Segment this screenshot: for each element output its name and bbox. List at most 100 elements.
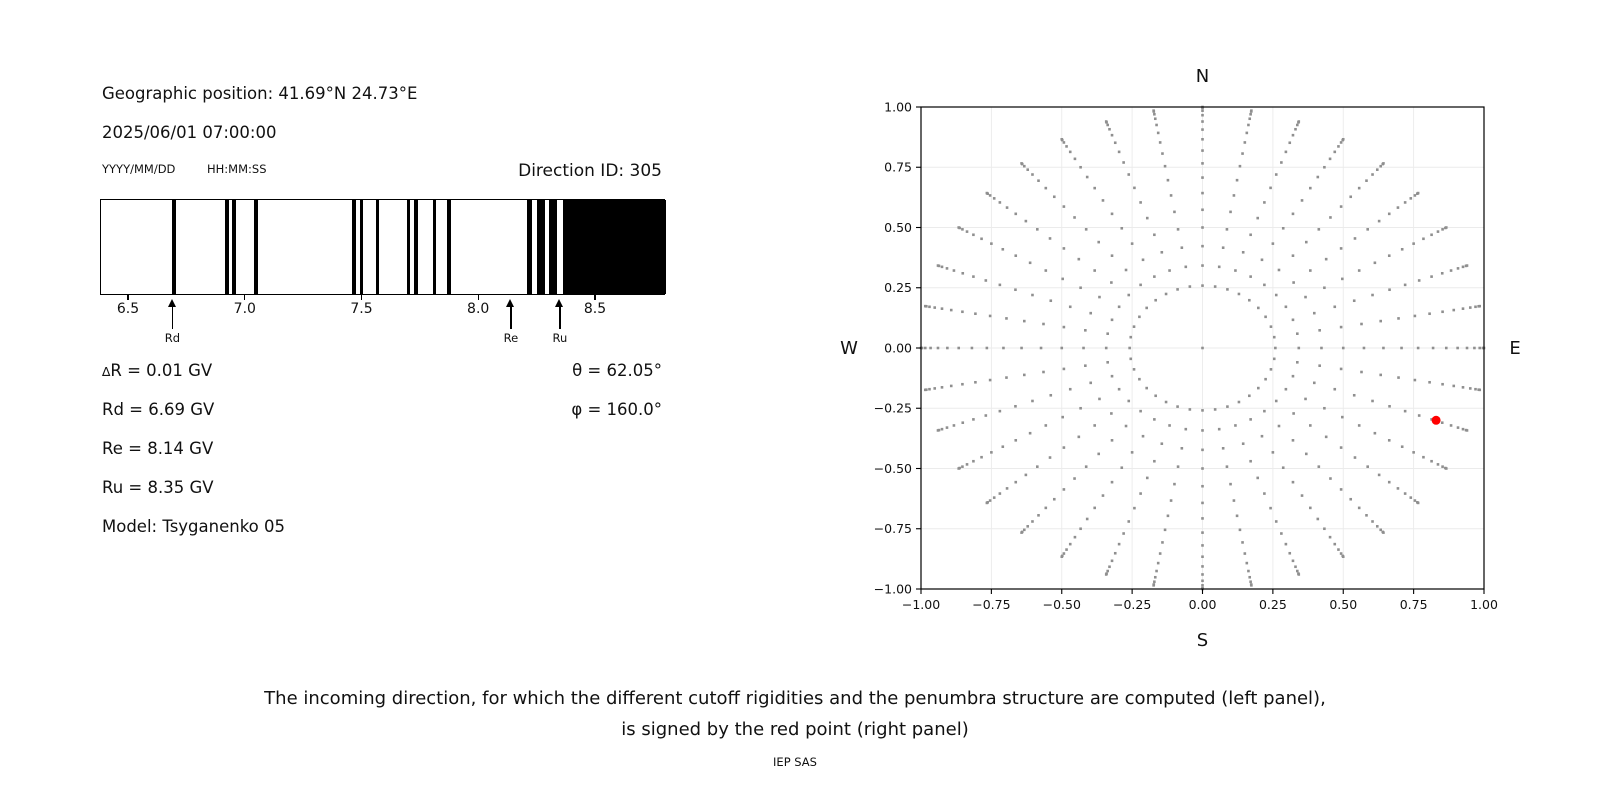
dot (1284, 305, 1288, 309)
dot (1245, 561, 1249, 565)
forbidden-band (406, 200, 411, 294)
dot (1478, 388, 1482, 392)
dot (1221, 447, 1225, 450)
dot (985, 501, 989, 505)
geo-position-label: Geographic position: 41.69°N 24.73°E (102, 84, 418, 103)
dot (929, 346, 932, 350)
dot (1430, 275, 1433, 278)
dot (1474, 387, 1477, 391)
dot (1139, 283, 1142, 287)
dot (1277, 424, 1281, 428)
dot (1005, 487, 1009, 490)
dot (970, 346, 974, 350)
dot (1153, 580, 1156, 584)
arrow-stem (171, 306, 174, 329)
dot (1145, 476, 1149, 480)
dot (1250, 109, 1253, 112)
dot (1180, 246, 1184, 249)
dot (1110, 412, 1113, 415)
dot (1023, 164, 1026, 168)
dot (1339, 367, 1343, 371)
dot (972, 418, 975, 421)
dot (1352, 299, 1356, 303)
dot (1416, 191, 1420, 195)
dot (945, 267, 949, 270)
dot (1068, 150, 1072, 154)
dot (1238, 528, 1242, 532)
dot (1024, 219, 1028, 223)
x-tick (360, 295, 363, 300)
dot (1357, 424, 1361, 427)
dot (1201, 555, 1204, 559)
dot (1323, 527, 1326, 531)
dot (1110, 480, 1114, 484)
dot (1461, 265, 1465, 269)
dot (1329, 216, 1332, 219)
dot (1417, 279, 1421, 282)
dot (1288, 551, 1292, 555)
x-tick-label: −0.25 (1113, 597, 1151, 612)
dot (1020, 346, 1023, 350)
dot (1357, 186, 1361, 190)
dot (1060, 555, 1064, 559)
dot (1201, 208, 1204, 212)
x-tick-label: 1.00 (1470, 597, 1498, 612)
dot (1031, 399, 1034, 403)
dot (974, 312, 977, 316)
dot (1097, 240, 1101, 244)
dot (1014, 288, 1017, 292)
dot (1129, 335, 1133, 339)
dot (1082, 346, 1085, 350)
dot (1139, 409, 1142, 413)
dot (961, 272, 965, 275)
dot (1274, 346, 1277, 350)
dot (1173, 210, 1176, 214)
dot (1042, 322, 1045, 326)
y-tick-label: 0.25 (884, 280, 912, 295)
dot (1110, 212, 1114, 216)
dot (1257, 306, 1260, 310)
dot (1129, 357, 1133, 361)
caption-line-2: is signed by the red point (right panel) (621, 719, 969, 740)
dot (1031, 173, 1034, 176)
dot (1122, 161, 1125, 164)
dot (1201, 448, 1204, 452)
y-tick-label: −0.50 (874, 461, 912, 476)
dot (1263, 283, 1266, 287)
dot (1110, 374, 1114, 378)
dot (1161, 541, 1164, 544)
dot (1201, 176, 1204, 179)
dot (1357, 269, 1361, 272)
dot (1436, 230, 1440, 233)
dot (1292, 412, 1295, 415)
theta-value: θ = 62.05° (572, 361, 662, 380)
dot (1028, 431, 1032, 435)
dot (1201, 191, 1204, 195)
dot (1269, 368, 1273, 371)
dot (1249, 233, 1252, 237)
dot (988, 314, 992, 318)
dot (1201, 409, 1204, 412)
dot (1264, 377, 1267, 381)
dot (965, 463, 969, 466)
dot (988, 378, 992, 382)
dot (1353, 456, 1357, 459)
dot (1044, 186, 1048, 190)
dot (1263, 201, 1266, 204)
dot (1309, 269, 1312, 272)
dot (923, 304, 927, 308)
dot (1312, 311, 1316, 315)
dot (1176, 465, 1180, 468)
dot (1110, 439, 1114, 442)
dot (1241, 250, 1245, 254)
forbidden-band (432, 200, 437, 294)
dot (1024, 473, 1028, 477)
dot (1014, 404, 1017, 408)
time-format-hint: HH:MM:SS (207, 162, 267, 176)
dot (1328, 157, 1332, 161)
dot (1084, 465, 1088, 468)
dot (1213, 285, 1217, 288)
dot (1430, 459, 1433, 463)
dot (1333, 305, 1337, 309)
dot (1014, 254, 1018, 257)
